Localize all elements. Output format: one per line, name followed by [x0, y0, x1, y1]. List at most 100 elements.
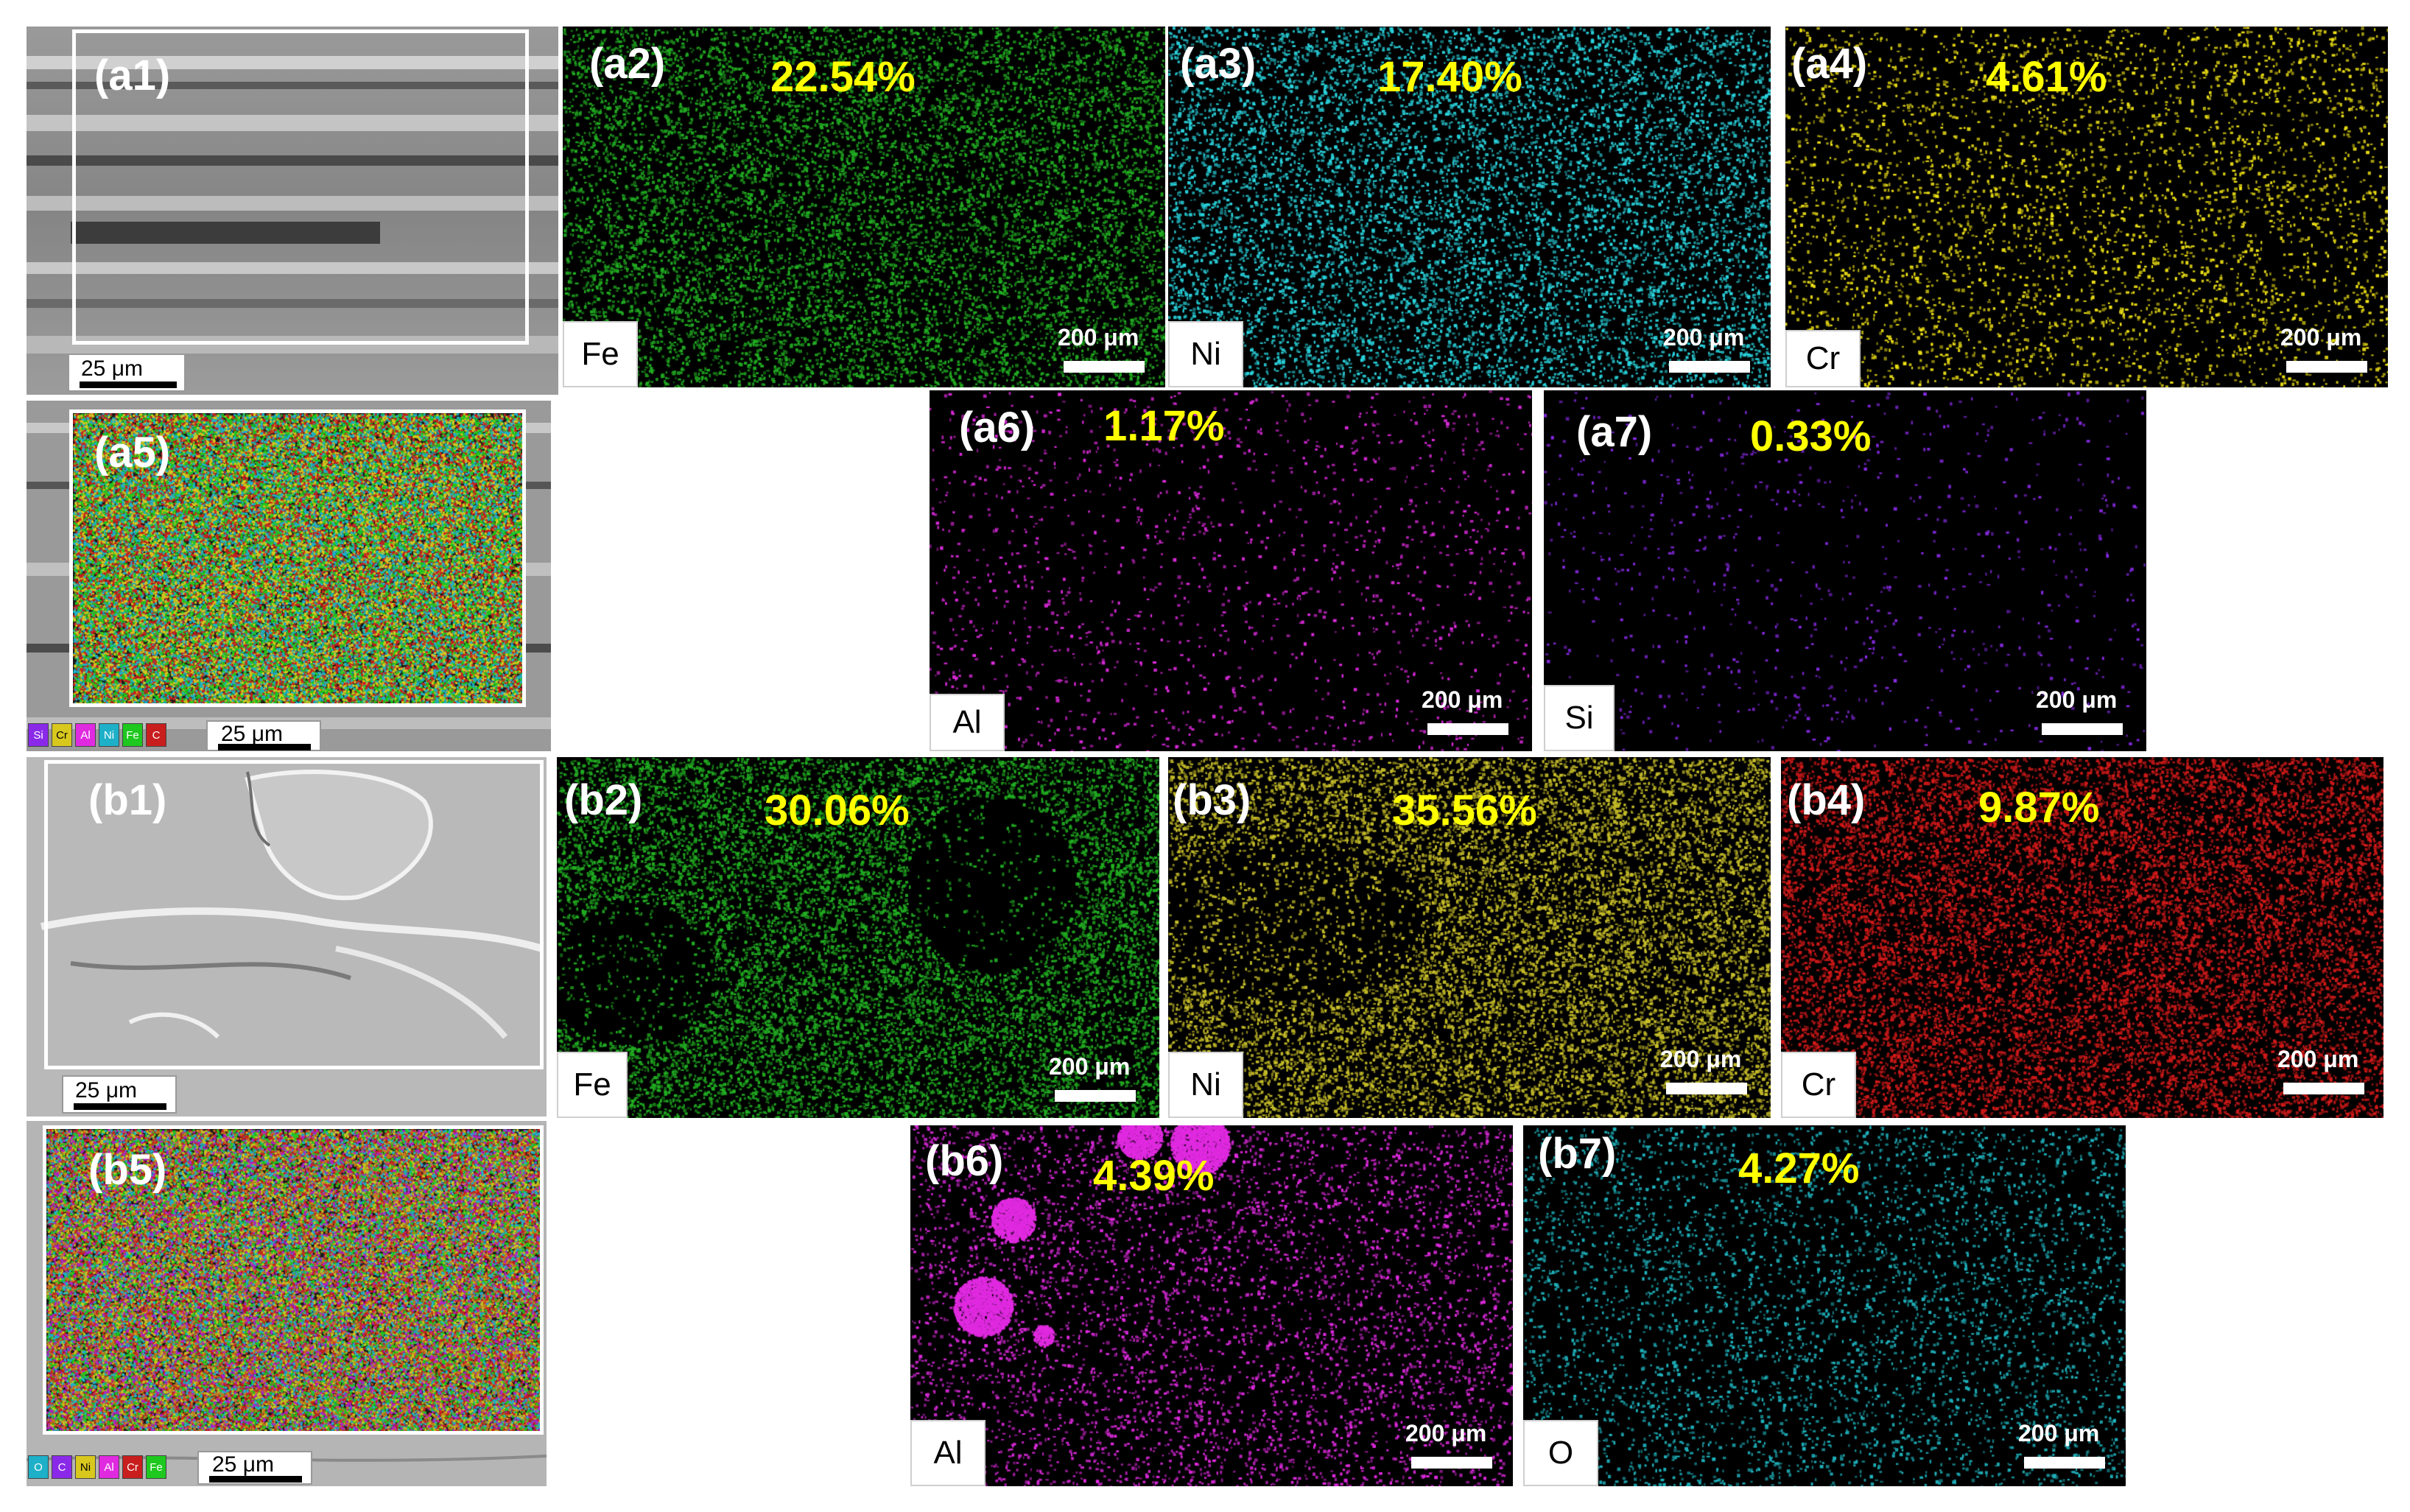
legend-swatch-fe: Fe: [146, 1455, 166, 1479]
eds-overlay-b5: (b5) O C Ni Al Cr Fe 25 μm: [27, 1121, 547, 1486]
element-overlay-map: [43, 1125, 544, 1435]
scale-bar: 200 μm: [1660, 1046, 1763, 1105]
scale-bar: 25 μm: [206, 720, 321, 751]
panel-label: (a2): [589, 40, 666, 88]
element-name: Fe: [563, 321, 638, 387]
element-name: Ni: [1168, 1052, 1243, 1118]
element-name: Fe: [557, 1052, 628, 1118]
panel-label: (a5): [94, 429, 171, 477]
panel-label: (b6): [925, 1137, 1004, 1185]
legend-swatch-o: O: [28, 1455, 49, 1479]
scale-bar: 200 μm: [1058, 324, 1161, 383]
element-name: Al: [910, 1420, 986, 1486]
scale-bar: 200 μm: [1049, 1053, 1152, 1112]
scale-line: [1055, 1090, 1136, 1102]
element-name: Al: [930, 694, 1005, 751]
scale-label: 200 μm: [2277, 1046, 2359, 1072]
element-percent: 35.56%: [1392, 787, 1537, 834]
eds-map-a2: (a2) 22.54% Fe 200 μm: [563, 27, 1165, 387]
roi-box: [72, 29, 529, 345]
eds-map-a3: (a3) 17.40% Ni 200 μm: [1168, 27, 1771, 387]
eds-map-b3: (b3) 35.56% Ni 200 μm: [1168, 757, 1771, 1118]
element-percent: 22.54%: [770, 53, 916, 101]
scale-label: 200 μm: [1058, 324, 1139, 351]
scale-label: 200 μm: [1405, 1420, 1487, 1446]
scale-bar: 200 μm: [2036, 686, 2139, 745]
scale-bar: 25 μm: [62, 1075, 177, 1114]
element-dot-map: [1544, 390, 2146, 751]
eds-overlay-a5: (a5) Si Cr Al Ni Fe C 25 μm: [27, 401, 551, 751]
legend-swatch-ni: Ni: [99, 723, 119, 747]
panel-label: (a4): [1791, 40, 1868, 88]
eds-map-b7: (b7) 4.27% O 200 μm: [1523, 1125, 2126, 1486]
sem-texture: [27, 757, 547, 1117]
sem-texture: [27, 27, 558, 395]
element-name: Cr: [1781, 1052, 1856, 1118]
panel-label: (b5): [88, 1146, 167, 1194]
scale-line: [2024, 1457, 2105, 1469]
panel-label: (b4): [1787, 776, 1866, 824]
scale-line: [1669, 361, 1750, 373]
scale-label: 25 μm: [212, 1452, 274, 1477]
panel-label: (b3): [1173, 776, 1251, 824]
eds-map-a6: (a6) 1.17% Al 200 μm: [930, 390, 1532, 751]
panel-label: (a6): [959, 404, 1036, 451]
scale-bar: 200 μm: [1663, 324, 1766, 383]
overlay-dots: [46, 1129, 540, 1431]
panel-label: (a1): [94, 52, 171, 99]
scale-line: [218, 744, 311, 750]
scale-label: 200 μm: [2280, 324, 2362, 351]
element-percent: 30.06%: [765, 787, 910, 834]
element-dot-map: [1168, 757, 1771, 1118]
scale-bar: 25 μm: [68, 354, 186, 392]
eds-map-b6: (b6) 4.39% Al 200 μm: [910, 1125, 1513, 1486]
eds-map-b2: (b2) 30.06% Fe 200 μm: [557, 757, 1159, 1118]
panel-label: (a3): [1180, 40, 1257, 88]
scale-bar: 200 μm: [2018, 1420, 2121, 1479]
scale-label: 200 μm: [2036, 686, 2118, 713]
scale-line: [209, 1476, 302, 1483]
element-overlay-map: [69, 409, 526, 707]
element-name: O: [1523, 1420, 1598, 1486]
panel-label: (b2): [564, 776, 643, 824]
element-percent: 1.17%: [1103, 402, 1225, 450]
element-dot-map: [1785, 27, 2388, 387]
eds-map-b4: (b4) 9.87% Cr 200 μm: [1781, 757, 2383, 1118]
scale-bar: 200 μm: [1422, 686, 1525, 745]
scale-label: 200 μm: [1049, 1053, 1131, 1080]
element-percent: 4.61%: [1986, 53, 2107, 101]
element-dot-map: [1168, 27, 1771, 387]
legend-swatch-al: Al: [75, 723, 96, 747]
scale-label: 25 μm: [81, 356, 143, 381]
element-dot-map: [1781, 757, 2383, 1118]
scale-line: [74, 1103, 166, 1110]
element-dot-map: [1523, 1125, 2126, 1486]
scale-label: 25 μm: [75, 1078, 137, 1103]
scale-line: [2286, 361, 2367, 373]
legend-swatch-fe: Fe: [122, 723, 143, 747]
element-legend: Si Cr Al Ni Fe C: [28, 723, 166, 747]
scale-line: [1666, 1083, 1747, 1094]
scale-line: [2283, 1083, 2364, 1094]
eds-map-a7: (a7) 0.33% Si 200 μm: [1544, 390, 2146, 751]
scale-bar: 200 μm: [1405, 1420, 1508, 1479]
scale-line: [1064, 361, 1145, 373]
element-percent: 17.40%: [1377, 53, 1522, 101]
element-percent: 0.33%: [1750, 412, 1872, 460]
panel-label: (b1): [88, 776, 167, 824]
scale-line: [1427, 723, 1508, 735]
scale-label: 25 μm: [221, 722, 283, 746]
element-name: Si: [1544, 685, 1615, 751]
element-legend: O C Ni Al Cr Fe: [28, 1455, 166, 1479]
scale-line: [2042, 723, 2123, 735]
legend-swatch-ni: Ni: [75, 1455, 96, 1479]
scale-label: 200 μm: [2018, 1420, 2100, 1446]
panel-label: (b7): [1538, 1130, 1617, 1178]
element-name: Cr: [1785, 330, 1861, 387]
eds-map-a4: (a4) 4.61% Cr 200 μm: [1785, 27, 2388, 387]
scale-bar: 200 μm: [2277, 1046, 2381, 1105]
scale-label: 200 μm: [1660, 1046, 1742, 1072]
roi-box: [44, 760, 544, 1069]
element-dot-map: [563, 27, 1165, 387]
sem-image-a1: (a1) 25 μm: [27, 27, 558, 395]
